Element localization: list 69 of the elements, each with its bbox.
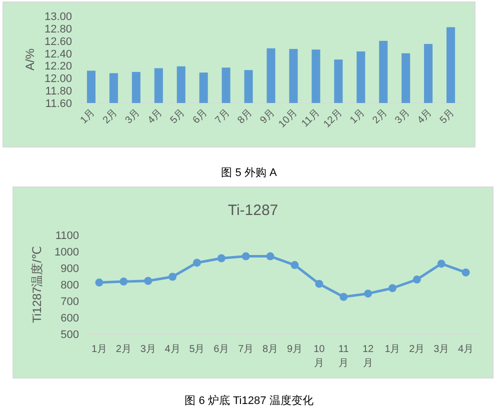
point (168, 272, 177, 281)
y-tick-label: 600 (60, 312, 79, 324)
y-tick-label: 12.00 (44, 73, 72, 86)
x-tick-label: 5月 (168, 107, 188, 126)
y-tick-label: 13.00 (44, 11, 72, 23)
point (340, 292, 348, 301)
caption: 图 6 炉底 Ti1287 温度变化 (184, 394, 314, 407)
x-tick-label: 6月 (214, 344, 230, 355)
y-tick-label: 11.80 (45, 86, 72, 98)
y-tick-label: 12.20 (44, 60, 72, 73)
y-tick-label: 800 (60, 280, 79, 292)
point (144, 276, 152, 285)
x-tick-label: 1月 (91, 344, 107, 355)
x-tick-label: 2月 (409, 344, 425, 355)
x-tick-label: 7月 (213, 107, 232, 126)
x-tick-label: 11月 (338, 344, 350, 369)
x-tick-label: 3月 (140, 344, 156, 355)
x-tick-label: 1月 (348, 107, 368, 126)
x-tick-label: 4月 (458, 344, 474, 355)
y-tick-label: 12.40 (44, 48, 72, 60)
point (462, 268, 470, 276)
x-tick-label: 2月 (370, 107, 390, 126)
x-tick-label: 5月 (189, 344, 205, 355)
point (266, 252, 274, 260)
point (315, 280, 324, 288)
x-tick-label: 1月 (78, 107, 98, 126)
x-tick-label: 12月 (362, 344, 374, 369)
x-tick-label: 2月 (116, 344, 132, 355)
x-tick-label: 9月 (286, 344, 302, 355)
point (437, 260, 446, 268)
x-tick-label: 12月 (322, 107, 345, 130)
y-tick-label: 500 (60, 329, 79, 341)
caption: 图 5 外购 A (221, 167, 278, 179)
x-tick-label: 10月 (314, 344, 326, 369)
point (192, 258, 201, 267)
y-axis-title: Ti1287温度/℃ (30, 246, 44, 324)
point (217, 254, 226, 262)
x-tick-label: 4月 (416, 107, 434, 126)
y-tick-label: 700 (60, 296, 79, 308)
x-tick-label: 4月 (164, 344, 180, 355)
point (290, 261, 299, 270)
point (95, 278, 104, 287)
point (412, 276, 421, 284)
y-axis-title: A/% (23, 48, 37, 71)
x-tick-label: 3月 (124, 107, 142, 126)
x-tick-label: 4月 (146, 107, 165, 126)
x-tick-label: 3月 (393, 107, 412, 126)
y-tick-label: 1000 (54, 246, 79, 258)
chart-title: Ti-1287 (228, 202, 278, 219)
y-tick-label: 12.80 (44, 23, 72, 36)
x-tick-label: 2月 (101, 107, 120, 126)
point (242, 252, 250, 260)
point (364, 290, 372, 298)
point (120, 278, 128, 286)
x-tick-label: 1月 (384, 344, 400, 355)
x-tick-label: 5月 (438, 107, 457, 126)
point (388, 284, 396, 292)
x-tick-label: 7月 (238, 344, 254, 355)
x-tick-label: 10月 (276, 107, 300, 130)
x-tick-label: 8月 (262, 344, 278, 355)
x-tick-label: 9月 (258, 107, 278, 126)
x-tick-label: 3月 (434, 344, 450, 355)
x-tick-label: 8月 (236, 107, 255, 126)
y-tick-label: 1100 (55, 230, 79, 242)
x-tick-label: 11月 (300, 107, 322, 130)
x-tick-label: 6月 (190, 107, 210, 126)
y-tick-label: 900 (60, 263, 79, 275)
y-tick-label: 11.60 (45, 98, 72, 110)
y-tick-label: 12.60 (44, 36, 72, 48)
